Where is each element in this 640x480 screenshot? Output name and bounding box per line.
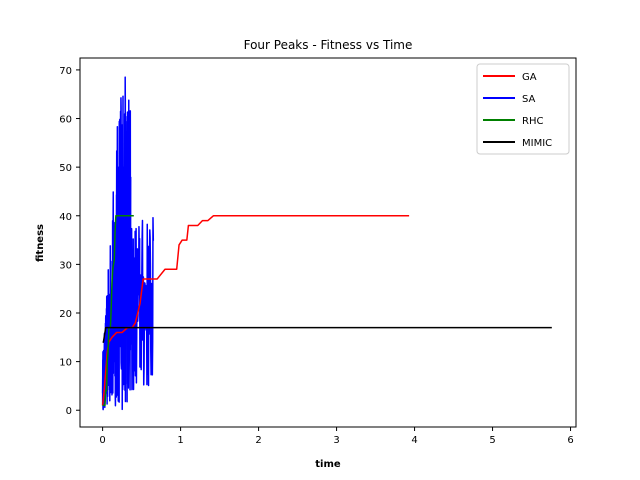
series-rhc-line: [102, 215, 134, 407]
y-tick-label: 50: [59, 163, 72, 174]
y-tick-label: 30: [59, 260, 72, 271]
x-tick-label: 1: [177, 435, 183, 446]
x-tick-label: 5: [489, 435, 495, 446]
y-tick-label: 70: [59, 66, 72, 77]
x-axis-label: time: [315, 459, 341, 470]
x-tick-label: 0: [99, 435, 105, 446]
plot-lines: [101, 76, 552, 411]
plot-frame: [79, 57, 577, 428]
x-tick-label: 2: [255, 435, 261, 446]
legend: GA SA RHC MIMIC: [476, 63, 570, 155]
y-axis-label: fitness: [35, 224, 46, 262]
x-tick-label: 4: [411, 435, 417, 446]
y-tick-label: 20: [59, 309, 72, 320]
series-sa-line-1: [101, 76, 132, 411]
axes: [79, 57, 577, 428]
y-tick-label: 40: [59, 212, 72, 223]
series-mimic-line: [102, 326, 552, 343]
y-tick-label: 10: [59, 358, 72, 369]
legend-label-mimic: MIMIC: [522, 138, 552, 149]
chart-title: Four Peaks - Fitness vs Time: [244, 38, 413, 52]
y-tick-label: 0: [66, 406, 72, 417]
y-tick-label: 60: [59, 115, 72, 126]
series-ga-line: [101, 215, 410, 406]
x-tick-label: 6: [567, 435, 573, 446]
x-tick-label: 3: [333, 435, 339, 446]
legend-box: [476, 63, 570, 155]
legend-label-sa: SA: [522, 94, 536, 105]
legend-label-rhc: RHC: [522, 116, 543, 127]
legend-label-ga: GA: [522, 72, 537, 83]
